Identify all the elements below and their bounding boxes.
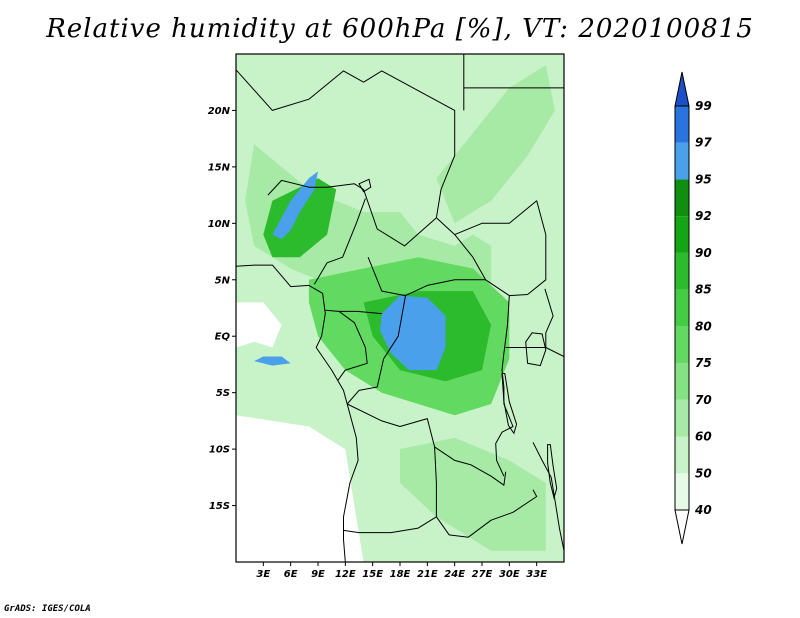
colorbar-box	[675, 252, 689, 290]
colorbar-box	[675, 106, 689, 143]
map-title: Relative humidity at 600hPa [%], VT: 202…	[46, 14, 754, 44]
border-drc-angola	[346, 403, 507, 486]
lon-tick-label: 33E	[526, 569, 547, 580]
colorbar-label: 60	[695, 430, 712, 444]
lon-tick-label: 30E	[499, 569, 520, 580]
lon-tick-label: 21E	[417, 569, 438, 580]
lon-tick-label: 3E	[256, 569, 270, 580]
humidity-region-northeast-streak	[436, 65, 555, 224]
colorbar-box	[675, 216, 689, 253]
colorbar-box	[675, 473, 689, 510]
colorbar-label: 90	[695, 246, 712, 260]
border-south-sudan	[454, 200, 547, 297]
border-congo-drc	[346, 295, 406, 405]
colorbar-label: 70	[695, 393, 712, 407]
border-chad	[363, 70, 456, 247]
colorbar-label: 50	[695, 466, 712, 480]
border-car	[367, 217, 487, 297]
colorbar-label: 92	[695, 209, 712, 223]
border-zambia-south	[435, 489, 538, 538]
humidity-region-gulf-guinea-peak	[254, 356, 291, 366]
colorbar-label: 80	[695, 319, 712, 333]
lon-tick-label: 9E	[311, 569, 325, 580]
lon-tick-label: 24E	[444, 569, 465, 580]
colorbar-label: 85	[695, 283, 712, 297]
colorbar-box	[675, 399, 689, 437]
colorbar-label: 97	[695, 136, 712, 150]
colorbar-min-triangle	[674, 509, 690, 545]
lon-tick-label: 15E	[362, 569, 383, 580]
credit-text: GrADS: IGES/COLA	[4, 604, 91, 614]
border-cameroon-south	[325, 309, 382, 315]
colorbar-box	[675, 289, 689, 327]
map-panel: 20N 15N 10N 5N EQ 5S 10S 15S 3E 6E 9E 12E 15E 18E 21E…	[208, 53, 565, 580]
border-tanzania	[505, 347, 564, 357]
border-nigeria-cameroon	[313, 198, 366, 285]
border-malawi	[532, 442, 564, 551]
colorbar-box	[675, 326, 689, 364]
border-niger-libya	[236, 69, 364, 111]
lat-tick-label: 10S	[209, 445, 230, 456]
lon-tick-label: 18E	[390, 569, 411, 580]
lat-tick-label: 5S	[216, 388, 230, 399]
lake-tanganyika	[501, 373, 518, 435]
humidity-region-nigeria-peak	[272, 171, 318, 240]
lat-tick-label: 20N	[208, 106, 231, 117]
lon-tick-label: 12E	[335, 569, 356, 580]
humidity-region-dry-west-ocean	[236, 302, 282, 348]
colorbar-frame	[674, 105, 690, 511]
colorbar: 40 50 60 70 75 80 85 90 92 95 97 99	[674, 71, 712, 545]
lat-tick-label: 15S	[209, 501, 230, 512]
coastline-west	[236, 264, 359, 562]
humidity-region-dry-south-atlantic	[236, 415, 364, 562]
colorbar-label: 99	[695, 99, 712, 113]
lake-malawi	[547, 444, 558, 500]
lat-tick-label: EQ	[215, 332, 231, 343]
lat-tick-label: 5N	[215, 275, 231, 286]
humidity-region-south-highlands	[400, 437, 546, 551]
colorbar-box	[675, 436, 689, 474]
lat-tick-label: 15N	[208, 162, 231, 173]
humidity-region-congo-peak	[380, 295, 446, 371]
lake-chad	[358, 178, 372, 193]
latitude-axis: 20N 15N 10N 5N EQ 5S 10S 15S	[208, 106, 236, 512]
border-angola-zambia-namibia	[343, 446, 437, 534]
colorbar-box	[675, 363, 689, 400]
colorbar-label: 95	[695, 172, 712, 186]
lat-tick-label: 10N	[208, 219, 231, 230]
border-nigeria-niger	[267, 179, 364, 196]
country-borders	[236, 54, 564, 562]
lake-victoria	[525, 332, 547, 367]
longitude-axis: 3E 6E 9E 12E 15E 18E 21E 24E 27E 30E 33E	[256, 562, 547, 580]
colorbar-box	[675, 179, 689, 217]
humidity-fills	[236, 65, 555, 562]
border-uganda-kenya	[544, 288, 554, 348]
colorbar-box	[675, 142, 689, 180]
colorbar-label: 75	[695, 356, 712, 370]
colorbar-label: 40	[694, 503, 712, 517]
colorbar-max-triangle	[674, 71, 690, 107]
lon-tick-label: 27E	[472, 569, 493, 580]
lon-tick-label: 6E	[284, 569, 298, 580]
border-gabon-congo	[337, 310, 368, 381]
lakes	[358, 178, 558, 500]
